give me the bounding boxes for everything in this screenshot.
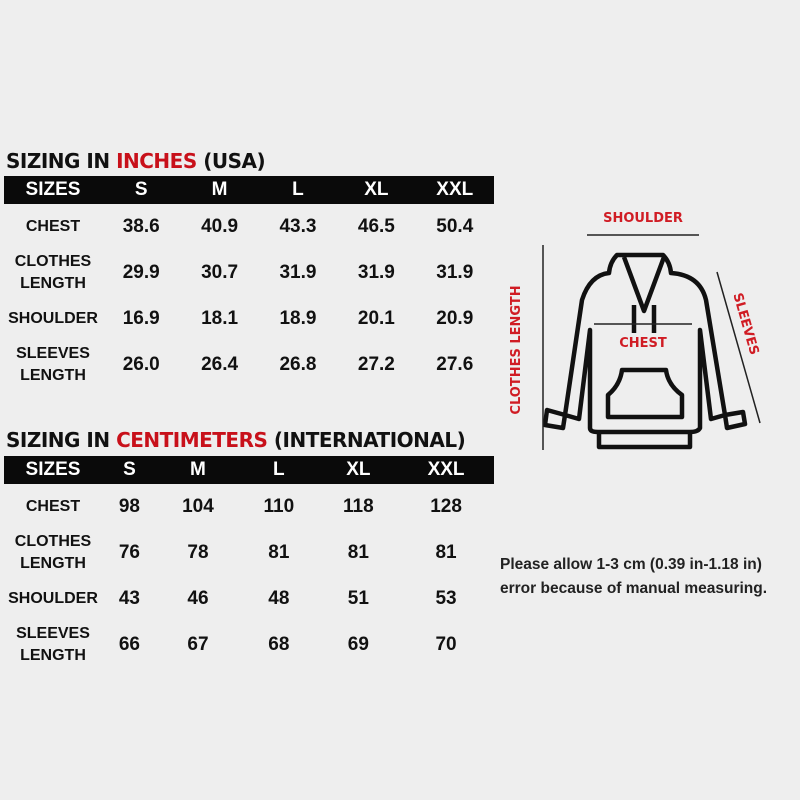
column-header: SIZES [4, 176, 102, 204]
cell-value: 26.4 [201, 354, 239, 375]
cell-value: 46.5 [357, 216, 395, 237]
cell-value: 20.1 [357, 308, 395, 329]
cell-value: 27.2 [357, 354, 395, 375]
cell-value: 104 [182, 496, 214, 517]
table-row: SHOULDER 43 46 48 51 53 [4, 576, 494, 622]
cell-value: 40.9 [201, 216, 239, 237]
cell-value: 43 [118, 588, 140, 609]
table-row: CLOTHES LENGTH 76 78 81 81 81 [4, 530, 494, 576]
cm-table: SIZES S M L XL XXL CHEST 98 104 110 118 128 CLOTHES … [4, 456, 494, 668]
chest-label: CHEST [619, 336, 667, 351]
column-header: XL [318, 456, 399, 484]
cell-value: 43.3 [279, 216, 317, 237]
measurement-note: Please allow 1-3 cm (0.39 in-1.18 in) err… [500, 556, 768, 597]
row-label: CHEST [25, 218, 81, 235]
cell-value: 48 [268, 588, 290, 609]
row-label: CLOTHES LENGTH [14, 253, 92, 292]
cell-value: 118 [343, 496, 374, 517]
cell-value: 46 [187, 588, 209, 609]
cell-value: 98 [118, 496, 140, 517]
cell-value: 70 [435, 634, 457, 655]
cell-value: 18.1 [201, 308, 239, 329]
cell-value: 50.4 [436, 216, 474, 237]
column-header: S [102, 456, 157, 484]
table-row: CHEST 38.6 40.9 43.3 46.5 50.4 [4, 204, 494, 250]
cell-value: 67 [187, 634, 209, 655]
cell-value: 78 [187, 542, 209, 563]
table-row: SLEEVES LENGTH 26.0 26.4 26.8 27.2 27.6 [4, 342, 494, 388]
row-label: SHOULDER [8, 310, 98, 327]
cell-value: 128 [430, 496, 462, 517]
cell-value: 68 [268, 634, 290, 655]
cell-value: 26.8 [279, 354, 317, 375]
table-row: SLEEVES LENGTH 66 67 68 69 70 [4, 622, 494, 668]
column-header: XL [337, 176, 416, 204]
column-header: SIZES [4, 456, 102, 484]
row-label: CHEST [25, 498, 81, 515]
row-label: SLEEVES LENGTH [16, 345, 90, 384]
cell-value: 69 [347, 634, 369, 655]
table-row: CLOTHES LENGTH 29.9 30.7 31.9 31.9 31.9 [4, 250, 494, 296]
cell-value: 31.9 [436, 262, 474, 283]
clothes-length-label: CLOTHES LENGTH [509, 285, 524, 414]
shoulder-label: SHOULDER [603, 211, 683, 226]
cell-value: 66 [118, 634, 140, 655]
column-header: L [258, 176, 338, 204]
inches-title: SIZING IN INCHES (USA) [6, 149, 266, 173]
cell-value: 20.9 [436, 308, 474, 329]
cell-value: 53 [435, 588, 457, 609]
table-row: SHOULDER 16.9 18.1 18.9 20.1 20.9 [4, 296, 494, 342]
cell-value: 110 [263, 496, 295, 517]
cell-value: 51 [347, 588, 369, 609]
cell-value: 31.9 [279, 262, 317, 283]
row-label: SHOULDER [8, 590, 98, 607]
cell-value: 38.6 [122, 216, 160, 237]
inches-table: SIZES S M L XL XXL CHEST 38.6 40.9 43.3 46.5 50.4 CL… [4, 176, 494, 388]
header-row: SIZES S M L XL XXL [4, 176, 494, 204]
column-header: L [239, 456, 319, 484]
row-label: SLEEVES LENGTH [16, 625, 90, 664]
cell-value: 76 [118, 542, 140, 563]
cell-value: 29.9 [122, 262, 160, 283]
row-label: CLOTHES LENGTH [14, 533, 92, 572]
column-header: M [180, 176, 259, 204]
table-row: CHEST 98 104 110 118 128 [4, 484, 494, 530]
column-header: XXL [398, 456, 494, 484]
cell-value: 16.9 [122, 308, 160, 329]
cell-value: 30.7 [201, 262, 239, 283]
header-row: SIZES S M L XL XXL [4, 456, 494, 484]
cell-value: 26.0 [122, 354, 160, 375]
column-header: XXL [415, 176, 494, 204]
hoodie-icon [542, 252, 748, 450]
cell-value: 27.6 [436, 354, 474, 375]
column-header: M [156, 456, 240, 484]
sleeves-label: SLEEVES [729, 291, 761, 356]
cell-value: 81 [268, 542, 290, 563]
column-header: S [102, 176, 181, 204]
cell-value: 81 [435, 542, 457, 563]
cell-value: 81 [347, 542, 369, 563]
cm-title: SIZING IN CENTIMETERS (INTERNATIONAL) [6, 428, 466, 452]
cell-value: 18.9 [279, 308, 317, 329]
measure-lines [542, 234, 761, 450]
cell-value: 31.9 [357, 262, 395, 283]
